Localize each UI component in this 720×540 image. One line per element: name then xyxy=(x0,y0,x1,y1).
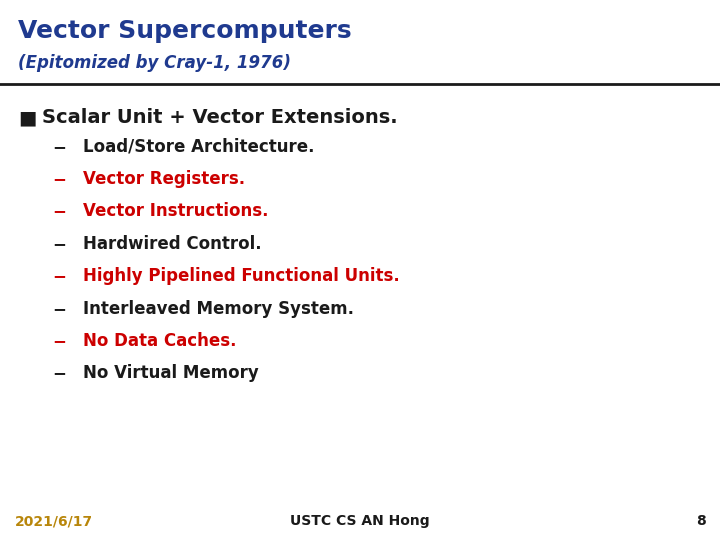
Text: −: − xyxy=(52,202,66,220)
Text: 8: 8 xyxy=(696,514,706,528)
Text: −: − xyxy=(52,364,66,382)
Text: Highly Pipelined Functional Units.: Highly Pipelined Functional Units. xyxy=(83,267,400,285)
Text: Scalar Unit + Vector Extensions.: Scalar Unit + Vector Extensions. xyxy=(42,108,397,127)
Text: −: − xyxy=(52,235,66,253)
Text: Hardwired Control.: Hardwired Control. xyxy=(83,235,261,253)
Text: USTC CS AN Hong: USTC CS AN Hong xyxy=(290,514,430,528)
Text: (Epitomized by Cray-1, 1976): (Epitomized by Cray-1, 1976) xyxy=(18,54,291,72)
Text: ■: ■ xyxy=(18,108,37,127)
Text: −: − xyxy=(52,300,66,318)
Text: Vector Instructions.: Vector Instructions. xyxy=(83,202,269,220)
Text: Vector Registers.: Vector Registers. xyxy=(83,170,245,188)
Text: Load/Store Architecture.: Load/Store Architecture. xyxy=(83,138,315,156)
Text: No Data Caches.: No Data Caches. xyxy=(83,332,236,350)
Text: 2021/6/17: 2021/6/17 xyxy=(14,514,93,528)
Text: No Virtual Memory: No Virtual Memory xyxy=(83,364,258,382)
Text: Interleaved Memory System.: Interleaved Memory System. xyxy=(83,300,354,318)
Text: Vector Supercomputers: Vector Supercomputers xyxy=(18,19,351,43)
Text: −: − xyxy=(52,138,66,156)
Text: −: − xyxy=(52,267,66,285)
Text: −: − xyxy=(52,332,66,350)
Text: −: − xyxy=(52,170,66,188)
